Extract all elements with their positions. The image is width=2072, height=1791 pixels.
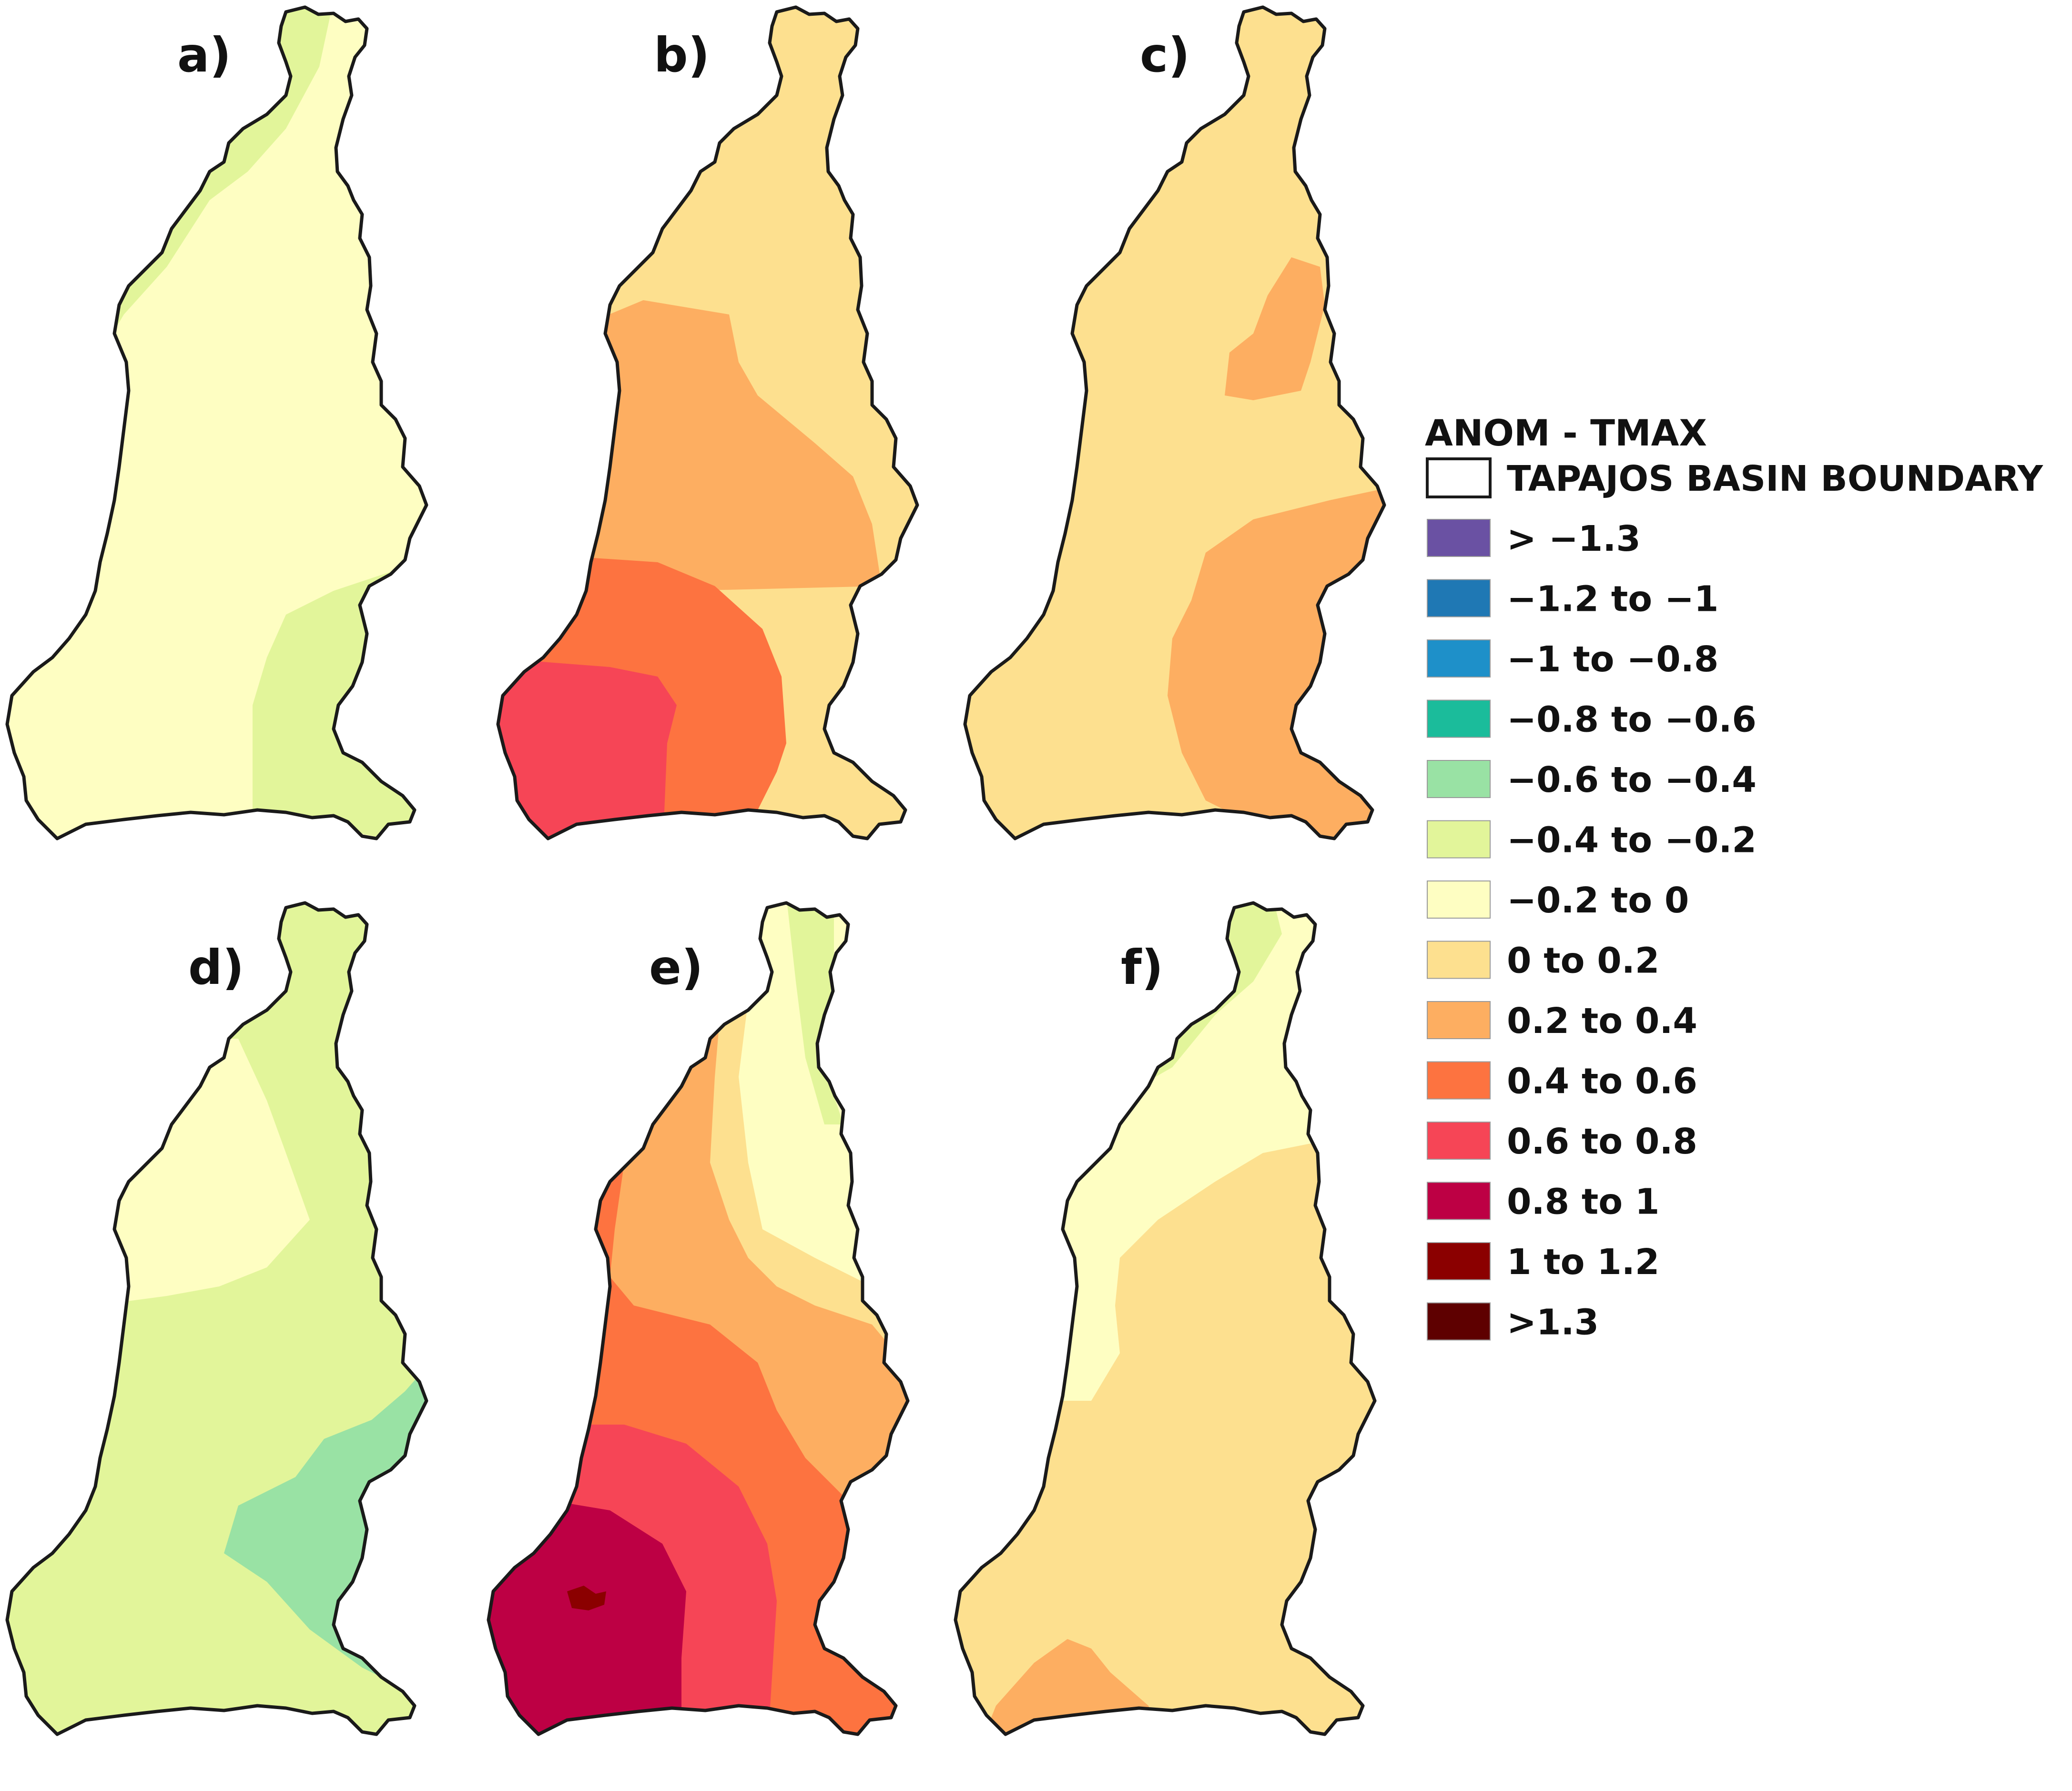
- legend-label-4: −0.6 to −0.4: [1507, 759, 1757, 800]
- map-panel-c: c): [958, 0, 1396, 858]
- legend-swatch-8: [1427, 1001, 1491, 1039]
- zone-e-southwest-core: [488, 1501, 686, 1734]
- legend: ANOM - TMAX TAPAJOS BASIN BOUNDARY > −1.…: [1425, 412, 2043, 1343]
- legend-boundary-label: TAPAJOS BASIN BOUNDARY: [1507, 458, 2043, 499]
- legend-swatch-12: [1427, 1242, 1491, 1280]
- legend-swatch-7: [1427, 941, 1491, 979]
- legend-swatch-3: [1427, 699, 1491, 738]
- legend-label-5: −0.4 to −0.2: [1507, 820, 1757, 861]
- legend-label-8: 0.2 to 0.4: [1507, 1001, 1697, 1042]
- panel-label-c: c): [1140, 27, 1190, 83]
- legend-label-12: 1 to 1.2: [1507, 1242, 1659, 1283]
- zone-e-hotspot: [567, 1586, 606, 1610]
- legend-label-11: 0.8 to 1: [1507, 1182, 1659, 1223]
- zone-e-northeast-edge: [786, 903, 843, 1124]
- legend-swatch-13: [1427, 1302, 1491, 1341]
- map-panel-b: b): [491, 0, 929, 858]
- legend-swatch-1: [1427, 579, 1491, 617]
- map-panel-a: a): [0, 0, 438, 858]
- legend-swatch-4: [1427, 760, 1491, 798]
- legend-label-1: −1.2 to −1: [1507, 579, 1718, 620]
- legend-swatch-10: [1427, 1122, 1491, 1160]
- legend-label-0: > −1.3: [1507, 518, 1641, 559]
- legend-swatch-5: [1427, 820, 1491, 859]
- legend-items: > −1.3 −1.2 to −1 −1 to −0.8 −0.8 to −0.6 −0…: [1427, 518, 1757, 1343]
- zone-a-base: [7, 7, 427, 839]
- legend-label-3: −0.8 to −0.6: [1507, 699, 1757, 740]
- zone-b-southwest: [498, 658, 677, 839]
- legend-swatch-0: [1427, 519, 1491, 557]
- zone-d-base: [7, 903, 427, 1734]
- panel-label-e: e): [649, 940, 703, 995]
- legend-swatch-9: [1427, 1061, 1491, 1100]
- legend-label-13: >1.3: [1507, 1302, 1599, 1343]
- zone-f-base: [955, 903, 1375, 1734]
- legend-swatch-6: [1427, 880, 1491, 919]
- legend-title: ANOM - TMAX: [1425, 412, 1707, 454]
- map-panel-e: e): [481, 896, 920, 1753]
- legend-label-2: −1 to −0.8: [1507, 639, 1718, 680]
- panel-label-b: b): [654, 27, 710, 83]
- legend-label-10: 0.6 to 0.8: [1507, 1121, 1697, 1162]
- legend-label-9: 0.4 to 0.6: [1507, 1061, 1697, 1102]
- legend-label-6: −0.2 to 0: [1507, 880, 1689, 921]
- legend-swatch-2: [1427, 639, 1491, 678]
- map-panel-d: d): [0, 896, 438, 1753]
- legend-label-7: 0 to 0.2: [1507, 941, 1659, 982]
- legend-boundary-swatch: [1426, 457, 1492, 498]
- zone-c-northeast: [1225, 257, 1325, 400]
- map-panel-f: f): [948, 896, 1387, 1753]
- panel-label-f: f): [1121, 940, 1163, 995]
- panel-label-a: a): [177, 27, 231, 83]
- panel-label-d: d): [188, 940, 244, 995]
- legend-swatch-11: [1427, 1182, 1491, 1220]
